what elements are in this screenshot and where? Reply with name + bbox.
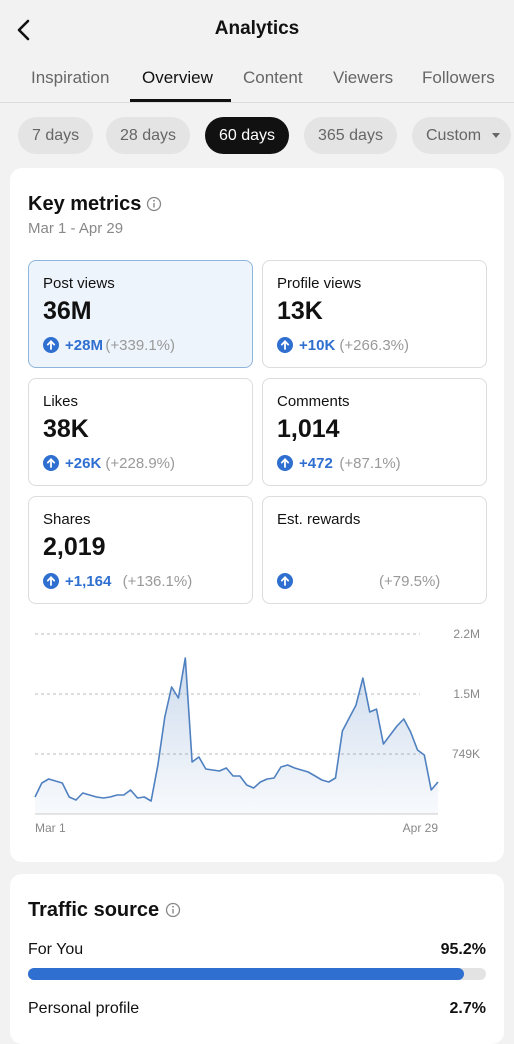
line	[34, 657, 439, 802]
range-label: 60 days	[219, 127, 276, 144]
up-icon	[277, 573, 293, 589]
metric-label: Likes	[43, 393, 79, 410]
metric-card[interactable]: Comments 1,014 +472 (+87.1%)	[262, 378, 487, 486]
metric-percent: (+136.1%)	[122, 573, 193, 590]
metric-change: +472	[299, 455, 333, 472]
up-icon	[43, 573, 59, 589]
range-label: Custom	[426, 127, 482, 144]
up-icon	[277, 455, 293, 471]
dropdown-caret	[492, 133, 501, 138]
metric-value: 2,019	[43, 533, 106, 561]
metric-card[interactable]: Est. rewards (+79.5%)	[262, 496, 487, 604]
metric-percent: (+79.5%)	[379, 573, 441, 590]
range-label: 365 days	[318, 127, 383, 144]
metric-label: Shares	[43, 511, 91, 528]
y-tick-label: 1.5M	[453, 687, 480, 701]
page-title: Analytics	[214, 18, 300, 39]
metric-change: +1,164	[65, 573, 112, 590]
range-label: 28 days	[120, 127, 177, 144]
metric-card[interactable]: Profile views 13K +10K (+266.3%)	[262, 260, 487, 368]
source-label: For You	[28, 941, 84, 958]
area	[35, 658, 438, 814]
metric-label: Est. rewards	[277, 511, 361, 528]
metric-change: +10K	[299, 337, 336, 354]
bar	[28, 968, 465, 980]
up-icon	[43, 337, 59, 353]
metric-label: Post views	[43, 275, 115, 292]
metric-change: +28M	[65, 337, 103, 354]
metric-value: 36M	[43, 297, 92, 325]
metric-percent: (+339.1%)	[105, 337, 176, 354]
traffic-source-card	[10, 874, 504, 1044]
source-label: Personal profile	[28, 1000, 140, 1017]
y-tick-label: 2.2M	[453, 627, 480, 641]
date-range: Mar 1 - Apr 29	[28, 220, 124, 237]
icon-arrow	[280, 576, 290, 586]
metric-percent: (+87.1%)	[339, 455, 401, 472]
metric-value: 13K	[277, 297, 323, 325]
range-label: 7 days	[32, 127, 80, 144]
info-icon[interactable]	[146, 196, 162, 212]
tab-underline	[130, 99, 231, 102]
tab[interactable]: Overview	[142, 68, 213, 87]
metric-value: 38K	[43, 415, 89, 443]
icon-arrow	[280, 458, 290, 468]
icon-arrow	[46, 458, 56, 468]
x-tick-label: Apr 29	[403, 821, 439, 835]
icon-arrow	[280, 340, 290, 350]
metric-card[interactable]: Shares 2,019 +1,164 (+136.1%)	[28, 496, 253, 604]
icon-arrow	[46, 340, 56, 350]
metric-value: 1,014	[277, 415, 340, 443]
back-button[interactable]	[14, 18, 38, 42]
icon-arrow	[46, 576, 56, 586]
metric-card[interactable]: Post views 36M +28M (+339.1%)	[28, 260, 253, 368]
metric-percent: (+228.9%)	[105, 455, 176, 472]
tab[interactable]: Content	[243, 68, 303, 87]
source-percent: 2.7%	[449, 1000, 486, 1017]
range-pill[interactable]: 60 days	[205, 117, 290, 154]
tab[interactable]: Inspiration	[31, 68, 110, 87]
range-pill[interactable]: 365 days	[304, 117, 397, 154]
info-icon[interactable]	[165, 902, 181, 918]
up-icon	[43, 455, 59, 471]
caret	[492, 133, 501, 138]
x-tick-label: Mar 1	[35, 821, 66, 835]
metric-card[interactable]: Likes 38K +26K (+228.9%)	[28, 378, 253, 486]
metric-label: Profile views	[277, 275, 362, 292]
tab-divider	[0, 102, 514, 103]
source-percent: 95.2%	[440, 941, 486, 958]
tab[interactable]: Viewers	[333, 68, 394, 87]
section-title: Traffic source	[28, 899, 160, 921]
metric-change: +26K	[65, 455, 102, 472]
y-tick-label: 749K	[452, 747, 480, 761]
up-icon	[277, 337, 293, 353]
metric-percent: (+266.3%)	[339, 337, 410, 354]
metric-label: Comments	[277, 393, 350, 410]
section-title: Key metrics	[28, 193, 142, 215]
range-pill[interactable]: Custom	[412, 117, 512, 154]
range-pill[interactable]: 28 days	[106, 117, 191, 154]
tab[interactable]: Followers	[422, 68, 495, 87]
range-pill[interactable]: 7 days	[18, 117, 94, 154]
views-chart: 749K 1.5M 2.2M Mar 1 Apr 29	[34, 627, 480, 835]
